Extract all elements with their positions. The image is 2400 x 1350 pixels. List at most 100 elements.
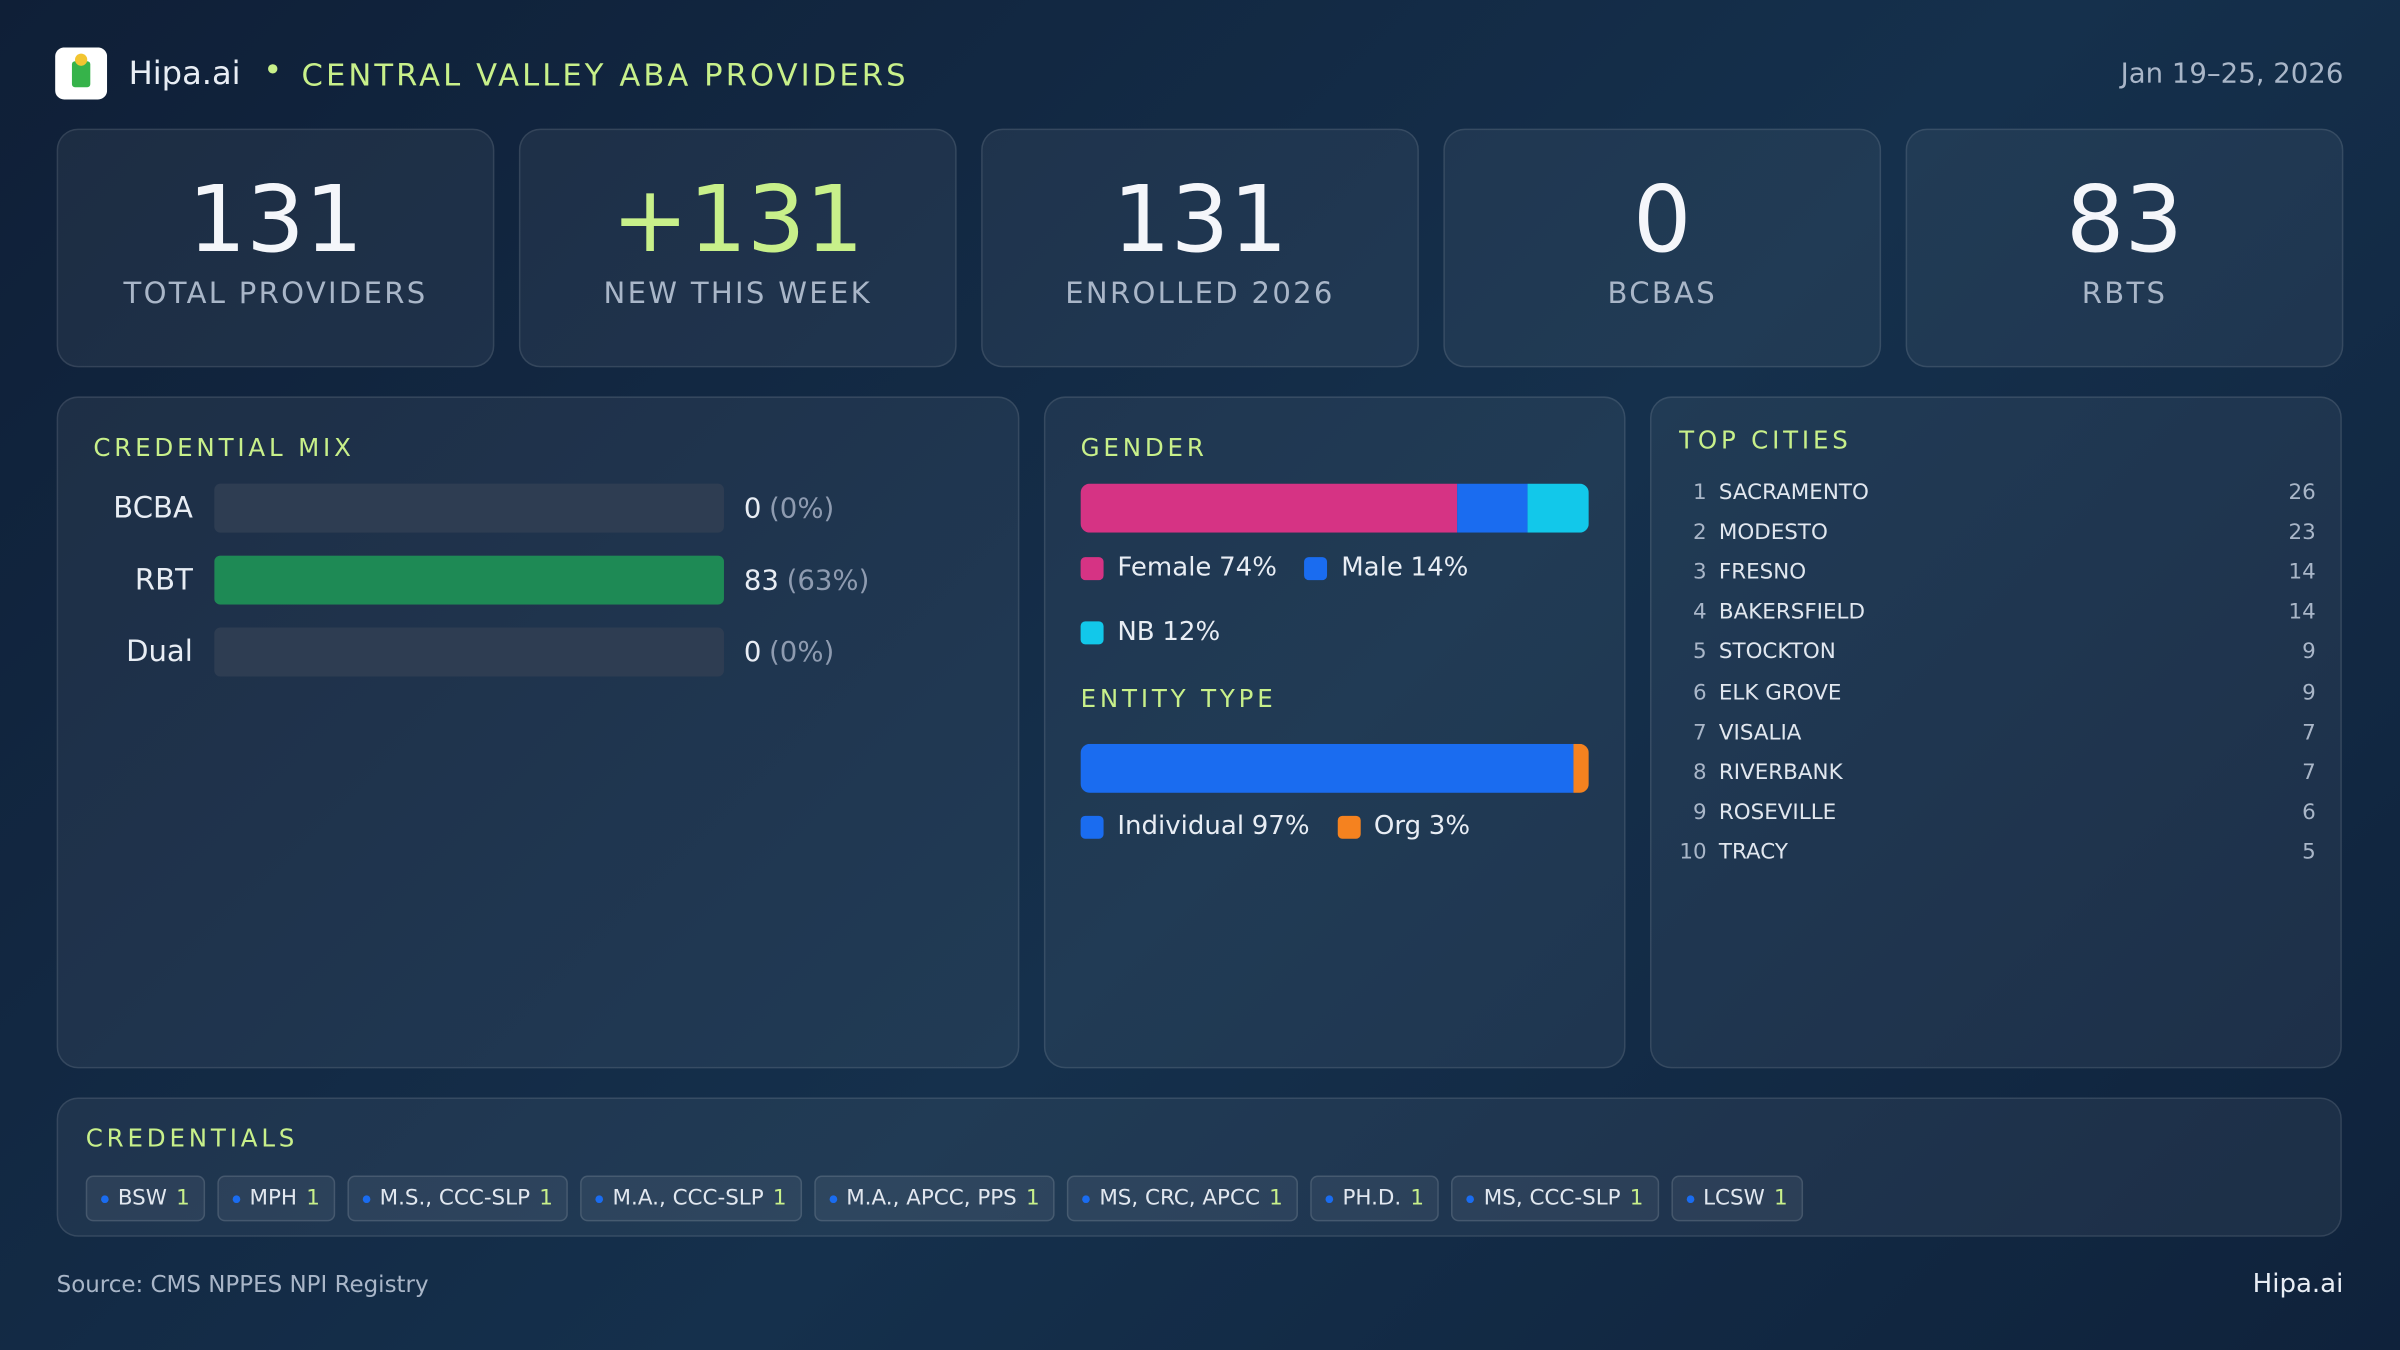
legend-name: Male <box>1341 552 1403 584</box>
mix-label: Dual <box>126 635 193 669</box>
legend-value: 3% <box>1428 811 1471 842</box>
city-count: 26 <box>2288 480 2316 506</box>
city-rank: 7 <box>1692 720 1707 745</box>
logo <box>55 47 108 100</box>
segment <box>1080 483 1457 533</box>
kpi-card: +131 NEW THIS WEEK <box>518 128 957 368</box>
chip-name: MPH <box>249 1186 298 1211</box>
legend-value: 74% <box>1219 552 1277 584</box>
city-name: VISALIA <box>1718 720 1802 745</box>
credential-mix-panel: CREDENTIAL MIX BCBA 0 (0%) RBT 83 (63%) Dual 0(… <box>56 396 1020 1069</box>
city-count: 6 <box>2302 800 2316 825</box>
chip-count: 1 <box>176 1186 190 1211</box>
segment <box>1573 743 1589 793</box>
credential-chips: BSW 1 MPH 1 M.S., CCC-SLP 1 M.A., CCC-SLP 1 M.A.… <box>85 1175 1815 1222</box>
mix-pct: (0%) <box>769 492 835 525</box>
kpi-label: RBTS <box>2081 277 2168 311</box>
chip-dot <box>1082 1194 1091 1203</box>
bar-track <box>214 555 724 605</box>
kpi-label: ENROLLED 2026 <box>1065 277 1335 311</box>
footer-brand: Hipa.ai <box>2252 1268 2344 1300</box>
city-name: BAKERSFIELD <box>1718 600 1865 625</box>
segment <box>1456 483 1528 533</box>
city-row: 4 BAKERSFIELD 14 <box>1679 597 2316 628</box>
chip-dot <box>1325 1194 1334 1203</box>
mix-value: 83 <box>743 564 779 597</box>
mix-label: BCBA <box>113 491 193 525</box>
legend-value: 97% <box>1251 811 1310 842</box>
credential-chip: MPH 1 <box>217 1175 336 1222</box>
mix-pct: (0%) <box>769 635 835 669</box>
section-title: CREDENTIALS <box>85 1123 299 1153</box>
mix-row: BCBA 0 (0%) <box>58 483 835 533</box>
kpi-card: 0 BCBAS <box>1443 128 1882 368</box>
demographics-panel: GENDER Female 74% Male 14% NB 12% ENTITY TYPE… <box>1043 396 1626 1069</box>
credential-chip: LCSW 1 <box>1670 1175 1803 1222</box>
city-name: SACRAMENTO <box>1718 480 1869 506</box>
city-name: STOCKTON <box>1718 640 1836 665</box>
city-row: 3 FRESNO 14 <box>1679 557 2316 588</box>
legend-item: Individual 97% <box>1080 811 1310 842</box>
mix-label: RBT <box>134 563 193 597</box>
chip-name: M.A., CCC-SLP <box>612 1186 764 1211</box>
city-rank: 4 <box>1692 600 1707 625</box>
city-name: ELK GROVE <box>1718 680 1842 705</box>
city-count: 9 <box>2302 640 2316 665</box>
city-row: 9 ROSEVILLE 6 <box>1679 797 2316 828</box>
mix-row: RBT 83 (63%) <box>58 555 870 605</box>
city-rank: 10 <box>1679 840 1707 865</box>
legend-item: Org 3% <box>1337 811 1470 842</box>
legend-swatch <box>1080 815 1104 839</box>
city-name: TRACY <box>1718 840 1788 865</box>
kpi-label: BCBAS <box>1607 277 1718 311</box>
city-row: 2 MODESTO 23 <box>1679 517 2316 548</box>
city-name: ROSEVILLE <box>1718 800 1837 825</box>
kpi-value: 83 <box>2066 166 2183 274</box>
chip-name: BSW <box>117 1186 167 1211</box>
city-name: RIVERBANK <box>1718 760 1843 785</box>
kpi-card: 83 RBTS <box>1905 128 2344 368</box>
legend-swatch <box>1080 556 1104 580</box>
city-rank: 8 <box>1692 760 1707 785</box>
section-title: GENDER <box>1080 433 1208 463</box>
header-title: CENTRAL VALLEY ABA PROVIDERS <box>301 56 909 94</box>
kpi-label: TOTAL PROVIDERS <box>123 277 428 311</box>
chip-count: 1 <box>772 1186 787 1211</box>
city-row: 6 ELK GROVE 9 <box>1679 677 2316 708</box>
segment <box>1080 743 1574 793</box>
chip-name: M.A., APCC, PPS <box>846 1186 1017 1211</box>
legend-name: NB <box>1117 616 1155 648</box>
entity-legend: Individual 97% Org 3% <box>1080 811 1510 875</box>
legend-name: Org <box>1373 811 1422 842</box>
city-count: 14 <box>2288 600 2316 625</box>
credential-chip: M.A., CCC-SLP 1 <box>580 1175 802 1222</box>
segment <box>1527 483 1589 533</box>
mix-row: Dual 0 (0%) <box>58 627 835 677</box>
city-count: 23 <box>2288 520 2316 546</box>
top-cities-panel: TOP CITIES 1 SACRAMENTO 26 2 MODESTO 23 3 FRESN… <box>1649 396 2342 1069</box>
city-rank: 6 <box>1692 680 1707 705</box>
city-rank: 1 <box>1692 480 1707 506</box>
chip-count: 1 <box>539 1186 553 1211</box>
chip-dot <box>595 1194 604 1203</box>
legend-item: Male 14% <box>1304 552 1469 584</box>
separator: • <box>263 52 283 89</box>
legend-item: NB 12% <box>1080 616 1221 648</box>
mix-pct: (63%) <box>786 564 870 597</box>
city-name: FRESNO <box>1718 560 1807 585</box>
legend-swatch <box>1337 815 1361 839</box>
city-row: 7 VISALIA 7 <box>1679 717 2316 748</box>
legend-value: 14% <box>1410 552 1469 584</box>
city-count: 14 <box>2288 560 2316 585</box>
credential-chip: M.S., CCC-SLP 1 <box>347 1175 569 1222</box>
chip-dot <box>1466 1194 1475 1203</box>
city-rank: 2 <box>1692 520 1707 546</box>
city-row: 10 TRACY 5 <box>1679 837 2315 868</box>
kpi-value: 0 <box>1633 166 1692 274</box>
legend-name: Female <box>1117 552 1212 584</box>
entity-bar <box>1080 743 1589 793</box>
credential-chip: PH.D. 1 <box>1310 1175 1440 1222</box>
legend-value: 12% <box>1162 616 1221 648</box>
